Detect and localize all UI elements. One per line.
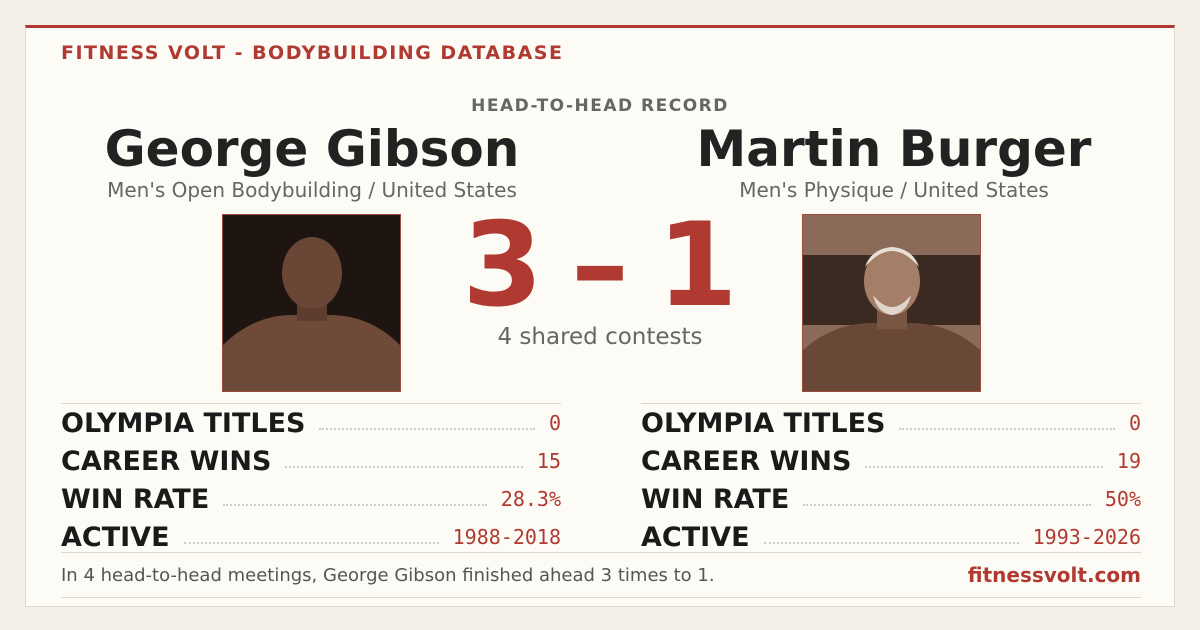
card: FITNESS VOLT - BODYBUILDING DATABASE HEA… — [25, 25, 1175, 607]
stat-label: WIN RATE — [641, 483, 790, 515]
stat-row: OLYMPIA TITLES 0 — [61, 404, 561, 442]
left-name: George Gibson — [104, 120, 520, 178]
score: 3–1 — [26, 196, 1174, 336]
score-right: 1 — [657, 198, 738, 333]
leader — [899, 428, 1115, 430]
stat-value: 19 — [1116, 449, 1141, 473]
leader — [865, 466, 1103, 468]
right-division: Men's Physique / United States — [739, 178, 1049, 202]
leader — [223, 504, 487, 506]
right-name: Martin Burger — [696, 120, 1092, 178]
stat-value: 15 — [536, 449, 561, 473]
leader — [763, 542, 1019, 544]
stat-label: OLYMPIA TITLES — [641, 407, 886, 439]
stat-row: ACTIVE 1993-2026 — [641, 518, 1141, 556]
right-stats: OLYMPIA TITLES 0 CAREER WINS 19 WIN RATE 50% A… — [641, 403, 1141, 556]
score-caption: 4 shared contests — [497, 324, 703, 350]
kicker: HEAD-TO-HEAD RECORD — [471, 96, 729, 116]
leader — [183, 542, 439, 544]
stat-label: ACTIVE — [641, 521, 750, 553]
right-photo — [802, 214, 981, 392]
stat-label: ACTIVE — [61, 521, 170, 553]
stat-label: OLYMPIA TITLES — [61, 407, 306, 439]
site: fitnessvolt.com — [967, 563, 1141, 587]
leader — [285, 466, 523, 468]
stat-label: CAREER WINS — [641, 445, 852, 477]
leader — [319, 428, 535, 430]
stat-row: CAREER WINS 15 — [61, 442, 561, 480]
stat-value: 0 — [1128, 411, 1141, 435]
stat-value: 28.3% — [500, 487, 561, 511]
footer: In 4 head-to-head meetings, George Gibso… — [61, 552, 1141, 598]
left-stats: OLYMPIA TITLES 0 CAREER WINS 15 WIN RATE 28.3… — [61, 403, 561, 556]
stat-row: WIN RATE 50% — [641, 480, 1141, 518]
stat-label: CAREER WINS — [61, 445, 272, 477]
stat-value: 1993-2026 — [1032, 525, 1141, 549]
stat-label: WIN RATE — [61, 483, 210, 515]
stat-value: 50% — [1104, 487, 1141, 511]
summary: In 4 head-to-head meetings, George Gibso… — [61, 564, 715, 586]
score-separator: – — [571, 198, 629, 333]
brand: FITNESS VOLT - BODYBUILDING DATABASE — [61, 42, 564, 64]
stat-row: OLYMPIA TITLES 0 — [641, 404, 1141, 442]
stat-value: 1988-2018 — [452, 525, 561, 549]
stat-row: ACTIVE 1988-2018 — [61, 518, 561, 556]
stat-value: 0 — [548, 411, 561, 435]
left-photo — [222, 214, 401, 392]
stat-row: WIN RATE 28.3% — [61, 480, 561, 518]
stat-row: CAREER WINS 19 — [641, 442, 1141, 480]
score-left: 3 — [462, 198, 543, 333]
left-division: Men's Open Bodybuilding / United States — [107, 178, 517, 202]
leader — [803, 504, 1091, 506]
